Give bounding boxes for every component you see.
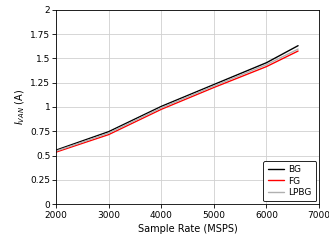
Legend: BG, FG, LPBG: BG, FG, LPBG: [263, 161, 316, 201]
LPBG: [212, 85, 216, 87]
Line: LPBG: LPBG: [56, 49, 298, 151]
BG: [54, 149, 58, 152]
Line: FG: FG: [56, 51, 298, 152]
BG: [296, 44, 300, 47]
FG: [107, 133, 111, 136]
LPBG: [265, 63, 268, 66]
FG: [212, 86, 216, 89]
BG: [212, 83, 216, 86]
LPBG: [107, 132, 111, 135]
LPBG: [54, 150, 58, 153]
LPBG: [159, 106, 163, 109]
Y-axis label: $I_{VAN}$ (A): $I_{VAN}$ (A): [14, 89, 28, 125]
FG: [159, 108, 163, 111]
Line: BG: BG: [56, 46, 298, 150]
BG: [265, 61, 268, 64]
LPBG: [296, 48, 300, 51]
BG: [107, 130, 111, 133]
FG: [54, 151, 58, 154]
BG: [159, 105, 163, 108]
FG: [296, 50, 300, 52]
X-axis label: Sample Rate (MSPS): Sample Rate (MSPS): [138, 224, 238, 234]
FG: [265, 65, 268, 68]
